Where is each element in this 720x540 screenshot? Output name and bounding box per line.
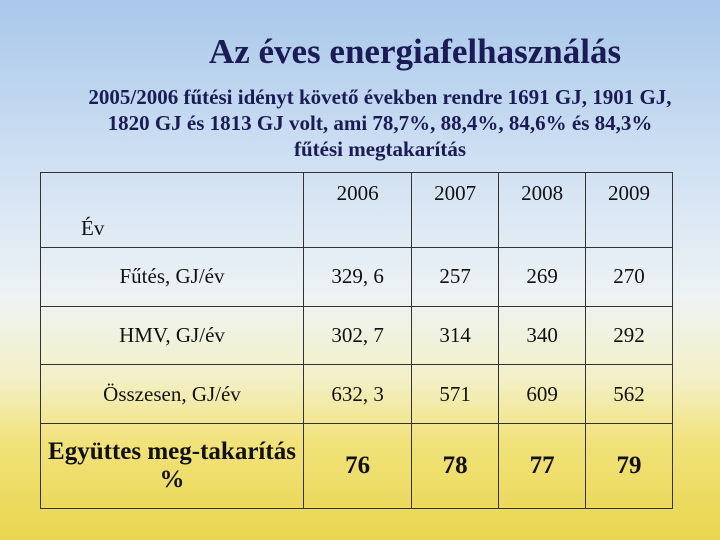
cell: 78 [411, 423, 500, 509]
cell: 257 [411, 247, 500, 307]
row-label: Együttes meg-takarítás % [40, 423, 304, 509]
cell: 340 [498, 305, 587, 366]
table-row: Fűtés, GJ/év 329, 6 257 269 270 [40, 247, 673, 307]
table-row: Együttes meg-takarítás % 76 78 77 79 [40, 423, 673, 509]
table-row: Összesen, GJ/év 632, 3 571 609 562 [40, 364, 673, 424]
cell: 562 [585, 364, 673, 424]
cell: 329, 6 [302, 247, 413, 307]
cell: 270 [585, 247, 673, 307]
subtitle: 2005/2006 fűtési idényt követő években r… [88, 85, 672, 161]
cell: 609 [498, 364, 587, 424]
cell: 269 [498, 247, 587, 307]
cell: 302, 7 [302, 305, 413, 366]
title: Az éves energiafelhasználás [208, 32, 622, 71]
cell: 77 [498, 423, 587, 509]
cell: 2007 [411, 172, 500, 248]
row-label: Fűtés, GJ/év [40, 247, 304, 307]
cell: 314 [411, 305, 500, 366]
table-row: Év 2006 2007 2008 2009 [40, 172, 673, 248]
cell: 2008 [498, 172, 587, 248]
cell: 76 [302, 423, 413, 509]
row-label: HMV, GJ/év [40, 305, 304, 366]
data-table: Év 2006 2007 2008 2009 Fűtés, GJ/év 329, 6 257 2… [40, 172, 673, 509]
cell: 571 [411, 364, 500, 424]
row-label: Összesen, GJ/év [40, 364, 304, 424]
cell: 632, 3 [302, 364, 413, 424]
cell: 2009 [585, 172, 673, 248]
cell: 2006 [302, 172, 413, 248]
cell: 292 [585, 305, 673, 366]
table-row: HMV, GJ/év 302, 7 314 340 292 [40, 305, 673, 366]
cell: 79 [585, 423, 673, 509]
row-label: Év [40, 172, 304, 248]
